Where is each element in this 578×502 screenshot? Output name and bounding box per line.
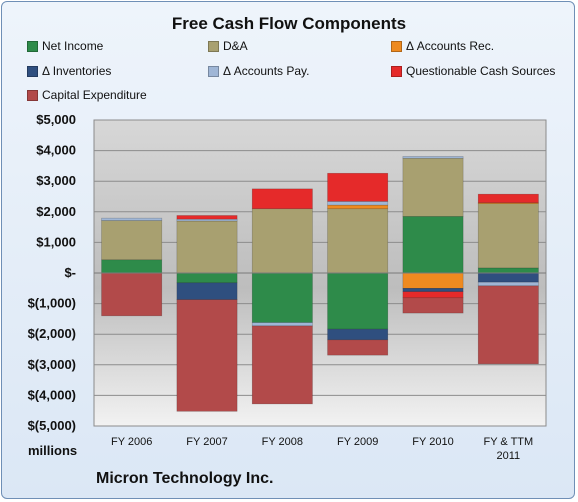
legend-item-accounts-pay: Δ Accounts Pay. <box>208 64 310 78</box>
bar-segment <box>176 220 238 274</box>
y-tick-label: $(3,000) <box>28 357 76 372</box>
legend-label-inventories: Δ Inventories <box>42 64 112 78</box>
y-tick-label: $5,000 <box>36 112 76 127</box>
legend-swatch-capex <box>27 89 38 101</box>
legend-swatch-questionable <box>391 65 402 77</box>
legend-swatch-da <box>208 40 219 52</box>
bar-segment <box>176 215 238 220</box>
legend-label-accounts-pay: Δ Accounts Pay. <box>223 64 310 78</box>
bar-segment <box>327 272 389 330</box>
bar-segment <box>402 297 464 314</box>
bar-segment <box>402 291 464 299</box>
legend-item-da: D&A <box>208 39 248 53</box>
y-tick-label: $(5,000) <box>28 418 76 433</box>
x-tick-label: FY & TTM <box>483 436 533 448</box>
bar-segment <box>101 272 163 317</box>
y-tick-label: $(2,000) <box>28 326 76 341</box>
bar-segment <box>176 299 238 412</box>
x-tick-label: FY 2008 <box>262 436 303 448</box>
y-tick-label: $(4,000) <box>28 387 76 402</box>
bar-segment <box>402 156 464 159</box>
y-tick-label: $4,000 <box>36 143 76 158</box>
bar-segment <box>327 208 389 274</box>
x-tick-label: FY 2009 <box>337 436 378 448</box>
bar-segment <box>402 216 464 274</box>
y-tick-label: $2,000 <box>36 204 76 219</box>
legend-swatch-accounts-rec <box>391 40 402 52</box>
legend-swatch-inventories <box>27 65 38 77</box>
legend-item-capex: Capital Expenditure <box>27 88 147 102</box>
y-tick-label: $(1,000) <box>28 296 76 311</box>
bar-segment <box>477 193 539 204</box>
y-tick-label: $3,000 <box>36 173 76 188</box>
legend-item-net-income: Net Income <box>27 39 103 53</box>
units-label: millions <box>28 443 78 458</box>
x-tick-label: FY 2007 <box>186 436 227 448</box>
bar-segment <box>402 287 464 292</box>
bar-segment <box>327 172 389 202</box>
legend-label-net-income: Net Income <box>42 39 104 53</box>
x-tick-label: FY 2010 <box>412 436 453 448</box>
bar-segment <box>327 339 389 356</box>
bar-segment <box>251 322 313 327</box>
bar-segment <box>402 157 464 217</box>
x-tick-label: FY 2006 <box>111 436 152 448</box>
bar-segment <box>477 203 539 269</box>
bar-segment <box>477 285 539 365</box>
bar-segment <box>251 325 313 405</box>
legend-item-inventories: Δ Inventories <box>27 64 111 78</box>
bar-segment <box>101 217 163 221</box>
bar-segment <box>251 272 313 323</box>
legend-swatch-accounts-pay <box>208 65 219 77</box>
legend-item-accounts-rec: Δ Accounts Rec. <box>391 39 494 53</box>
bar-segment <box>327 204 389 210</box>
bar-segment <box>327 201 389 206</box>
bar-segment <box>251 188 313 210</box>
bar-segment <box>402 272 464 289</box>
chart-title: Free Cash Flow Components <box>171 14 407 33</box>
x-tick-label: 2011 <box>497 450 521 462</box>
bar-segment <box>477 272 539 283</box>
bar-segment <box>101 220 163 261</box>
bar-segment <box>176 282 238 300</box>
legend-label-questionable: Questionable Cash Sources <box>406 64 556 78</box>
legend-label-capex: Capital Expenditure <box>42 88 147 102</box>
bar-segment <box>477 267 539 274</box>
company-name: Micron Technology Inc. <box>96 470 274 487</box>
legend-label-accounts-rec: Δ Accounts Rec. <box>406 39 495 53</box>
bar-segment <box>101 259 163 274</box>
bar-segment <box>477 281 539 287</box>
legend-item-questionable: Questionable Cash Sources <box>391 64 555 78</box>
y-tick-label: $1,000 <box>36 234 76 249</box>
legend-swatch-net-income <box>27 40 38 52</box>
legend-label-da: D&A <box>223 39 248 53</box>
bar-segment <box>251 208 313 274</box>
y-tick-label: $- <box>64 265 76 280</box>
bar-segment <box>176 272 238 284</box>
bar-segment <box>477 202 539 205</box>
bar-segment <box>327 328 389 341</box>
